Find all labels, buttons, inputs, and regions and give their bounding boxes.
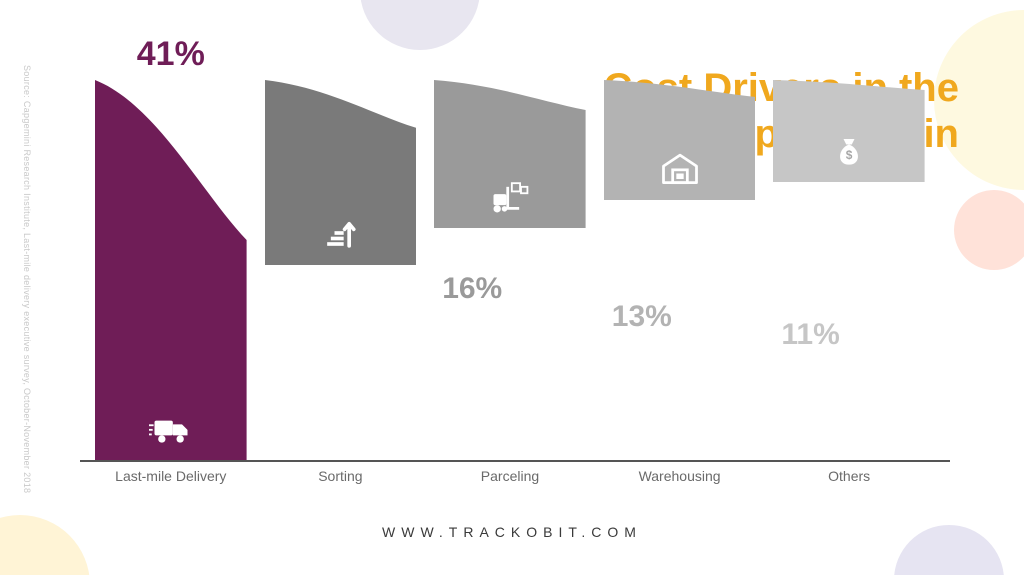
sort-icon <box>318 211 362 255</box>
bar-shape <box>95 80 247 460</box>
x-axis-label: Sorting <box>265 468 417 484</box>
bar-shape <box>434 80 586 228</box>
website-url: WWW.TRACKOBIT.COM <box>0 524 1024 540</box>
moneybag-icon: $ <box>827 128 871 172</box>
bar-value-label: 13% <box>612 300 672 334</box>
x-axis-labels: Last-mile Delivery Sorting Parceling Wareho… <box>95 468 925 484</box>
bar-last-mile-delivery: 41% <box>95 80 247 460</box>
source-citation: Source: Capgemini Research Institute, La… <box>22 65 32 495</box>
bar-value-label: 11% <box>781 318 839 352</box>
x-axis-label: Warehousing <box>604 468 756 484</box>
bar-parceling: 16% <box>434 80 586 460</box>
decor-circle-midright <box>954 190 1024 270</box>
x-axis-label: Last-mile Delivery <box>95 468 247 484</box>
bar-value-label: 16% <box>442 272 502 306</box>
bar-chart: 41%20% 16% 13% 11% $ <box>95 80 925 460</box>
bar-shape <box>265 80 417 265</box>
forklift-icon <box>488 174 532 218</box>
x-axis-label: Parceling <box>434 468 586 484</box>
warehouse-icon <box>658 146 702 190</box>
truck-icon <box>149 406 193 450</box>
bar-sorting: 20% <box>265 80 417 460</box>
bar-value-label: 41% <box>137 35 205 74</box>
decor-circle-top <box>360 0 480 50</box>
bar-shape <box>604 80 756 200</box>
svg-text:$: $ <box>846 148 853 162</box>
bar-others: 11% $ <box>773 80 925 460</box>
bar-shape: $ <box>773 80 925 182</box>
chart-baseline <box>80 460 950 462</box>
bar-warehousing: 13% <box>604 80 756 460</box>
x-axis-label: Others <box>773 468 925 484</box>
